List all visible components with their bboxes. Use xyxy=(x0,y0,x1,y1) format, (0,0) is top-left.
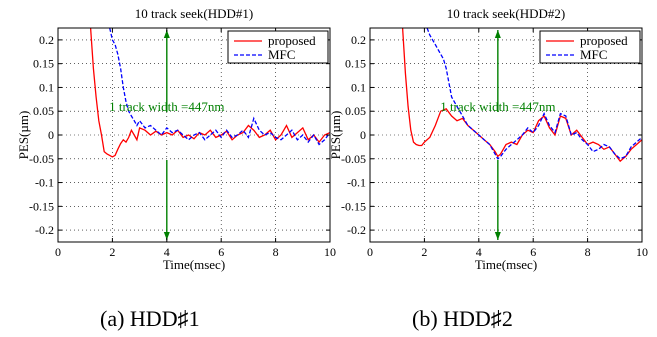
x-tick-label: 6 xyxy=(218,245,224,259)
y-tick-label: 0 xyxy=(360,128,366,142)
arrow-down-icon xyxy=(494,232,501,240)
y-tick-label: 0.1 xyxy=(39,80,54,94)
series-line-proposed xyxy=(89,28,330,158)
y-axis-label: PES(µm) xyxy=(16,111,31,160)
y-tick-label: -0.05 xyxy=(29,152,54,166)
y-tick-label: 0.2 xyxy=(351,33,366,47)
y-tick-label: -0.05 xyxy=(341,152,366,166)
caption-hdd2: (b) HDD♯2 xyxy=(412,306,513,331)
x-tick-label: 10 xyxy=(324,245,336,259)
legend-box xyxy=(539,30,641,64)
y-tick-label: -0.1 xyxy=(35,176,54,190)
legend-box xyxy=(227,30,329,64)
legend-label: MFC xyxy=(268,47,295,62)
x-tick-label: 8 xyxy=(585,245,591,259)
y-tick-label: 0.15 xyxy=(33,57,54,71)
y-tick-label: -0.2 xyxy=(35,223,54,237)
y-tick-label: 0.2 xyxy=(39,33,54,47)
y-tick-label: 0.05 xyxy=(345,104,366,118)
y-tick-label: 0.1 xyxy=(351,80,366,94)
chart-title: 10 track seek(HDD#2) xyxy=(447,6,565,21)
arrow-down-icon xyxy=(163,232,170,240)
x-tick-label: 2 xyxy=(109,245,115,259)
y-tick-label: -0.1 xyxy=(347,176,366,190)
x-tick-label: 6 xyxy=(530,245,536,259)
x-tick-label: 10 xyxy=(636,245,648,259)
annotation-track-width: 1 track width =447nm xyxy=(440,99,555,114)
y-tick-label: 0 xyxy=(48,128,54,142)
legend-label: proposed xyxy=(580,33,628,48)
y-tick-label: -0.15 xyxy=(341,199,366,213)
arrow-up-icon xyxy=(494,30,501,38)
y-tick-label: 0.05 xyxy=(33,104,54,118)
annotation-track-width: 1 track width =447nm xyxy=(109,99,224,114)
y-tick-label: -0.15 xyxy=(29,199,54,213)
x-tick-label: 4 xyxy=(164,245,170,259)
x-axis-label: Time(msec) xyxy=(475,257,537,272)
x-tick-label: 2 xyxy=(421,245,427,259)
chart-1: 1 track width =447nm 0 2 4 6 8 10 0.2 0.15 0.1 0.0… xyxy=(16,6,336,272)
legend-label: proposed xyxy=(268,33,316,48)
series-line-mfc xyxy=(426,28,642,160)
x-tick-label: 0 xyxy=(55,245,61,259)
y-tick-label: -0.2 xyxy=(347,223,366,237)
series-line-mfc xyxy=(109,28,330,146)
y-tick-label: 0.15 xyxy=(345,57,366,71)
x-tick-label: 8 xyxy=(273,245,279,259)
legend-label: MFC xyxy=(580,47,607,62)
y-axis-label: PES(µm) xyxy=(328,111,343,160)
caption-hdd1: (a) HDD♯1 xyxy=(100,306,200,331)
x-tick-label: 4 xyxy=(476,245,482,259)
chart-title: 10 track seek(HDD#1) xyxy=(135,6,253,21)
series-line-proposed xyxy=(401,28,642,163)
x-tick-label: 0 xyxy=(367,245,373,259)
chart-2: 1 track width =447nm 0 2 4 6 8 10 0.2 0.15 0.1 0.0… xyxy=(328,6,648,272)
arrow-up-icon xyxy=(163,30,170,38)
x-axis-label: Time(msec) xyxy=(163,257,225,272)
